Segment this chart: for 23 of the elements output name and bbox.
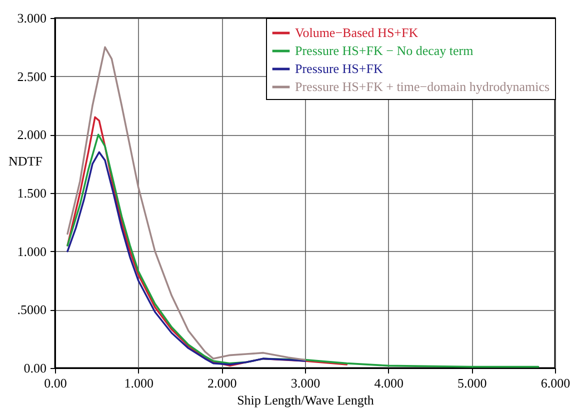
- x-tick-label: 0.00: [44, 376, 67, 390]
- y-tick-label: 2.000: [17, 127, 46, 142]
- x-tick-label: 5.000: [458, 376, 487, 390]
- x-tick-label: 1.000: [124, 376, 154, 390]
- y-tick-label: 1.000: [17, 244, 46, 259]
- y-tick-label: .5000: [17, 302, 46, 318]
- y-tick-label: 1.500: [17, 186, 46, 200]
- legend-label: Pressure HS+FK: [295, 61, 384, 76]
- legend-label: Pressure HS+FK − No decay term: [295, 43, 474, 58]
- x-tick-label: 3.000: [290, 376, 320, 390]
- x-tick-label: 6.000: [540, 376, 570, 390]
- y-tick-label: 3.000: [17, 10, 46, 26]
- line-series: [66, 134, 540, 368]
- legend-label: Volume−Based HS+FK: [295, 25, 419, 40]
- line-series: [66, 116, 348, 367]
- x-axis-title: Ship Length/Wave Length: [237, 392, 374, 408]
- legend-label: Pressure HS+FK + time−domain hydrodynamics: [295, 79, 550, 94]
- y-axis-title: NDTF: [8, 154, 42, 168]
- y-tick-label: 0.00: [24, 360, 46, 376]
- x-tick-label: 2.000: [208, 376, 237, 390]
- line-series: [66, 151, 306, 366]
- x-tick-label: 4.000: [374, 376, 404, 390]
- y-tick-label: 2.500: [17, 68, 46, 84]
